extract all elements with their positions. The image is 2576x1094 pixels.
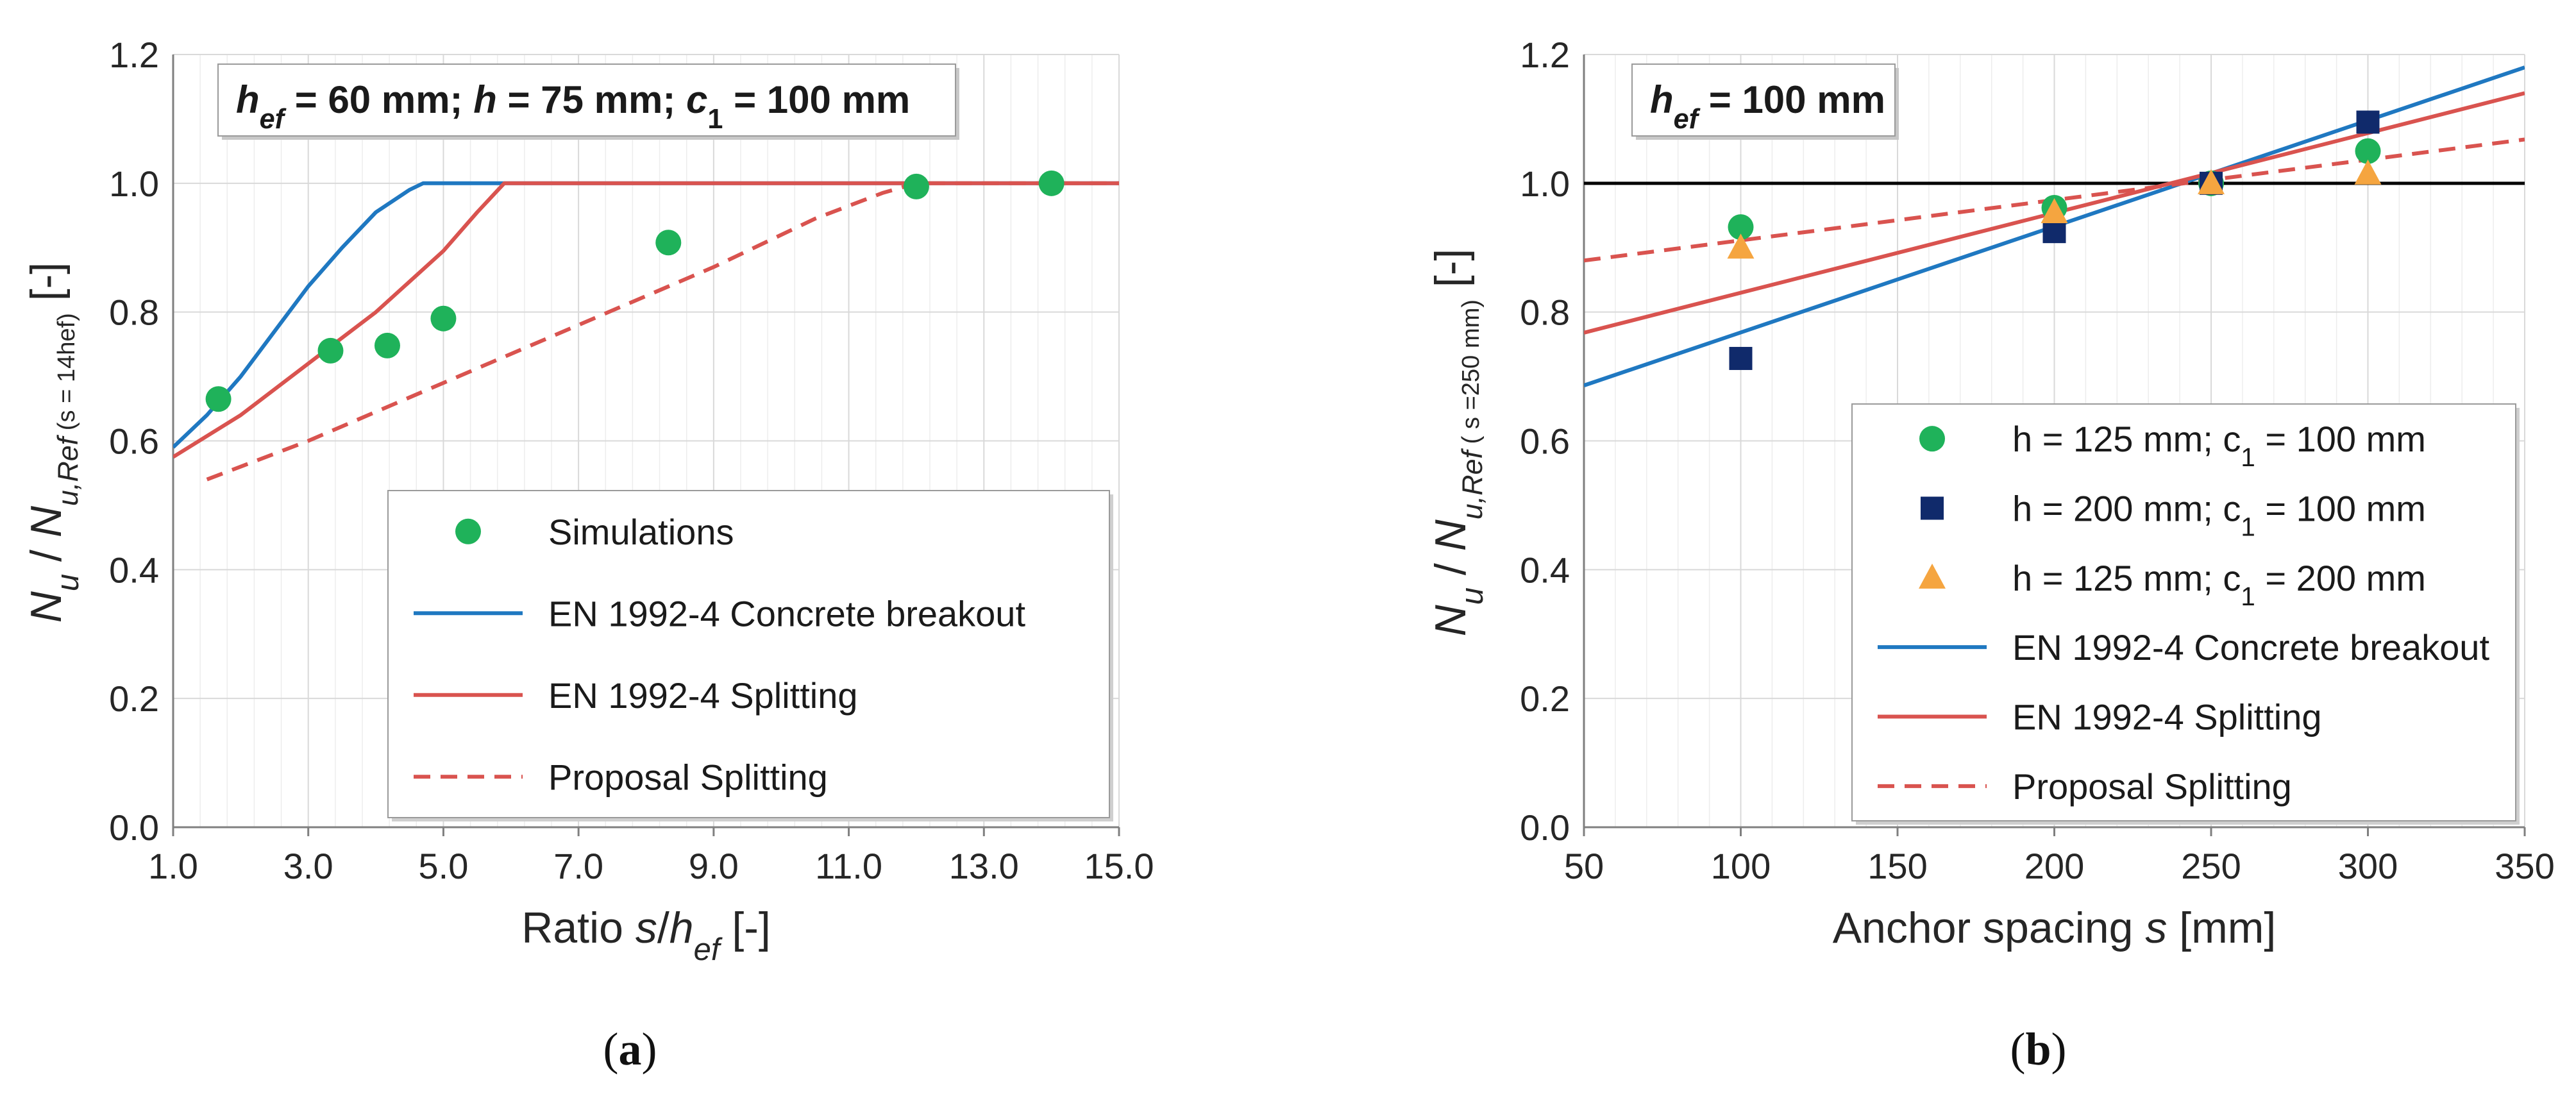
annotation-text: hef = 60 mm; h = 75 mm; c1 = 100 mm: [236, 78, 910, 135]
y-tick-label: 1.2: [109, 35, 159, 75]
x-tick-label: 13.0: [949, 846, 1019, 886]
x-tick-label: 250: [2181, 846, 2241, 886]
x-tick-label: 3.0: [283, 846, 333, 886]
data-point: [2355, 138, 2381, 164]
data-point: [1038, 170, 1065, 196]
y-tick-label: 0.6: [109, 421, 159, 462]
data-point: [655, 230, 682, 256]
y-tick-label: 0.8: [1520, 292, 1570, 333]
data-point: [903, 173, 929, 199]
x-tick-label: 11.0: [815, 846, 882, 886]
x-tick-label: 50: [1564, 846, 1604, 886]
x-tick-label: 5.0: [418, 846, 468, 886]
data-point: [374, 332, 400, 358]
y-axis-label: Nu / Nu,Ref (s = 14hef) [-]: [22, 262, 85, 623]
x-tick-label: 150: [1867, 846, 1927, 886]
chart-panel-a: 1.0 3.0 5.0 7.0 9.0 11.0 13.0 15.0 0.0 0.2 0.4 0.6 0…: [22, 35, 1154, 1075]
legend-label: Simulations: [548, 512, 734, 552]
x-tick-label: 200: [2025, 846, 2084, 886]
data-point: [317, 337, 344, 364]
x-axis-label: Anchor spacing s [mm]: [1833, 904, 2277, 952]
legend-label: EN 1992-4 Splitting: [548, 675, 858, 716]
panel-label: (a): [603, 1023, 657, 1075]
data-point: [205, 386, 232, 412]
annotation-box: [217, 63, 956, 137]
legend: [387, 490, 1110, 818]
legend-label: EN 1992-4 Concrete breakout: [2012, 627, 2489, 668]
chart-panel-b: 50 100 150 200 250 300 350 0.0 0.2 0.4 0.6 0.8 1.0 1.…: [1426, 35, 2555, 1075]
legend-marker: [1919, 426, 1945, 452]
data-point: [2356, 110, 2380, 134]
x-tick-label: 7.0: [553, 846, 603, 886]
legend-label: h = 200 mm; c1 = 100 mm: [2012, 489, 2426, 542]
y-tick-label: 0.4: [109, 550, 159, 590]
legend-marker: [1921, 496, 1944, 520]
legend-label: h = 125 mm; c1 = 200 mm: [2012, 558, 2426, 611]
data-point: [1728, 214, 1754, 240]
y-tick-label: 1.0: [1520, 164, 1570, 204]
y-tick-label: 1.2: [1520, 35, 1570, 75]
series-line: [173, 181, 1119, 459]
data-point: [2042, 220, 2066, 244]
x-tick-label: 300: [2338, 846, 2398, 886]
x-tick-label: 9.0: [689, 846, 739, 886]
legend-label: Proposal Splitting: [548, 757, 828, 797]
x-axis-label: Ratio s/hef [-]: [521, 904, 771, 967]
x-tick-label: 350: [2495, 846, 2554, 886]
legend-marker: [455, 518, 481, 544]
annotation-box: [1631, 63, 1896, 137]
panel-label: (b): [2010, 1023, 2066, 1075]
y-tick-label: 0.2: [1520, 678, 1570, 719]
data-point: [2041, 198, 2068, 224]
legend-label: EN 1992-4 Concrete breakout: [548, 593, 1025, 634]
data-point: [2198, 169, 2225, 194]
data-point: [1727, 233, 1755, 259]
y-tick-label: 1.0: [109, 164, 159, 204]
x-tick-label: 100: [1711, 846, 1771, 886]
data-point: [2354, 159, 2382, 185]
y-tick-label: 0.4: [1520, 550, 1570, 590]
y-tick-label: 0.0: [109, 807, 159, 848]
legend-label: h = 125 mm; c1 = 100 mm: [2012, 419, 2426, 472]
y-tick-label: 0.0: [1520, 807, 1570, 848]
annotation-text: hef = 100 mm: [1650, 78, 1885, 135]
data-point: [430, 305, 457, 332]
x-tick-label: 15.0: [1084, 846, 1154, 886]
legend-label: Proposal Splitting: [2012, 766, 2292, 807]
legend-label: EN 1992-4 Splitting: [2012, 697, 2322, 737]
legend-marker: [1919, 563, 1946, 589]
y-tick-label: 0.8: [109, 292, 159, 333]
legend: [1851, 403, 2516, 821]
x-tick-label: 1.0: [148, 846, 198, 886]
y-tick-label: 0.2: [109, 678, 159, 719]
data-point: [1729, 346, 1753, 370]
y-axis-label: Nu / Nu,Ref ( s =250 mm) [-]: [1426, 249, 1490, 637]
y-tick-label: 0.6: [1520, 421, 1570, 462]
